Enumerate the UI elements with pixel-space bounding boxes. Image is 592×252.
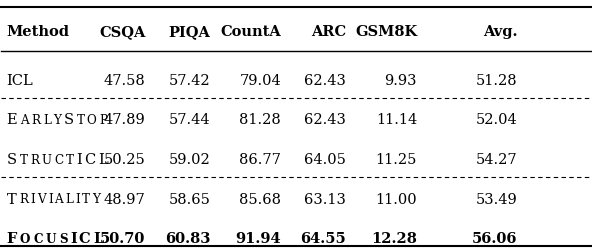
Text: 47.89: 47.89 [104,113,146,128]
Text: V: V [37,193,46,206]
Text: 50.70: 50.70 [100,232,146,246]
Text: Avg.: Avg. [483,25,517,39]
Text: 48.97: 48.97 [104,193,146,207]
Text: I: I [70,232,77,246]
Text: A: A [54,193,63,206]
Text: 9.93: 9.93 [385,74,417,88]
Text: F: F [7,232,17,246]
Text: L: L [43,114,51,127]
Text: 81.28: 81.28 [240,113,281,128]
Text: T: T [20,153,28,167]
Text: C: C [54,153,63,167]
Text: L: L [98,153,108,167]
Text: T: T [7,193,17,207]
Text: 11.25: 11.25 [376,153,417,167]
Text: 54.27: 54.27 [476,153,517,167]
Text: I: I [76,153,82,167]
Text: ARC: ARC [311,25,346,39]
Text: R: R [30,153,39,167]
Text: E: E [7,113,17,128]
Text: C: C [84,153,95,167]
Text: L: L [65,193,73,206]
Text: 53.49: 53.49 [476,193,517,207]
Text: 62.43: 62.43 [304,74,346,88]
Text: 57.42: 57.42 [169,74,210,88]
Text: P: P [99,114,107,127]
Text: O: O [87,114,96,127]
Text: ICL: ICL [7,74,33,88]
Text: S: S [7,153,17,167]
Text: GSM8K: GSM8K [355,25,417,39]
Text: Y: Y [53,114,61,127]
Text: 85.68: 85.68 [239,193,281,207]
Text: 91.94: 91.94 [236,232,281,246]
Text: CSQA: CSQA [99,25,146,39]
Text: 86.77: 86.77 [239,153,281,167]
Text: Method: Method [7,25,70,39]
Text: O: O [20,233,30,246]
Text: R: R [31,114,40,127]
Text: 56.06: 56.06 [472,232,517,246]
Text: S: S [59,233,67,246]
Text: 60.83: 60.83 [165,232,210,246]
Text: 79.04: 79.04 [240,74,281,88]
Text: CountA: CountA [220,25,281,39]
Text: T: T [82,193,89,206]
Text: C: C [79,232,91,246]
Text: 51.28: 51.28 [476,74,517,88]
Text: 52.04: 52.04 [476,113,517,128]
Text: T: T [66,153,74,167]
Text: 59.02: 59.02 [169,153,210,167]
Text: A: A [20,114,29,127]
Text: U: U [41,153,52,167]
Text: 12.28: 12.28 [371,232,417,246]
Text: I: I [75,193,80,206]
Text: 47.58: 47.58 [104,74,146,88]
Text: S: S [63,113,73,128]
Text: I: I [31,193,36,206]
Text: I: I [48,193,53,206]
Text: U: U [46,233,56,246]
Text: 62.43: 62.43 [304,113,346,128]
Text: PIQA: PIQA [169,25,210,39]
Text: L: L [94,232,104,246]
Text: 64.05: 64.05 [304,153,346,167]
Text: Y: Y [92,193,99,206]
Text: 63.13: 63.13 [304,193,346,207]
Text: 11.14: 11.14 [376,113,417,128]
Text: 57.44: 57.44 [169,113,210,128]
Text: 11.00: 11.00 [375,193,417,207]
Text: 58.65: 58.65 [169,193,210,207]
Text: C: C [33,233,43,246]
Text: T: T [76,114,85,127]
Text: R: R [19,193,28,206]
Text: 50.25: 50.25 [104,153,146,167]
Text: 64.55: 64.55 [301,232,346,246]
